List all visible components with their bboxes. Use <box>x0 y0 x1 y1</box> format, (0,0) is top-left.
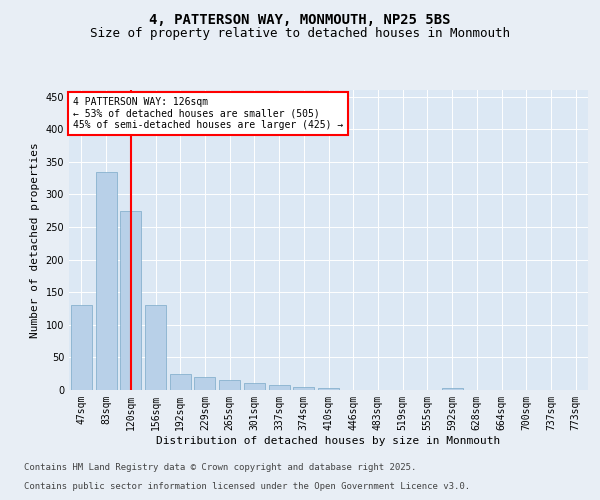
Bar <box>442 388 463 390</box>
Bar <box>71 305 92 390</box>
Bar <box>120 210 141 390</box>
Bar <box>170 374 191 390</box>
Bar <box>244 384 265 390</box>
Bar <box>219 380 240 390</box>
Bar <box>194 377 215 390</box>
Text: Contains HM Land Registry data © Crown copyright and database right 2025.: Contains HM Land Registry data © Crown c… <box>24 464 416 472</box>
Y-axis label: Number of detached properties: Number of detached properties <box>30 142 40 338</box>
Bar <box>318 388 339 390</box>
Bar <box>95 172 116 390</box>
Text: 4 PATTERSON WAY: 126sqm
← 53% of detached houses are smaller (505)
45% of semi-d: 4 PATTERSON WAY: 126sqm ← 53% of detache… <box>73 96 343 130</box>
Bar <box>293 386 314 390</box>
Bar <box>145 305 166 390</box>
Text: Size of property relative to detached houses in Monmouth: Size of property relative to detached ho… <box>90 28 510 40</box>
Bar <box>269 386 290 390</box>
Text: 4, PATTERSON WAY, MONMOUTH, NP25 5BS: 4, PATTERSON WAY, MONMOUTH, NP25 5BS <box>149 12 451 26</box>
X-axis label: Distribution of detached houses by size in Monmouth: Distribution of detached houses by size … <box>157 436 500 446</box>
Text: Contains public sector information licensed under the Open Government Licence v3: Contains public sector information licen… <box>24 482 470 491</box>
